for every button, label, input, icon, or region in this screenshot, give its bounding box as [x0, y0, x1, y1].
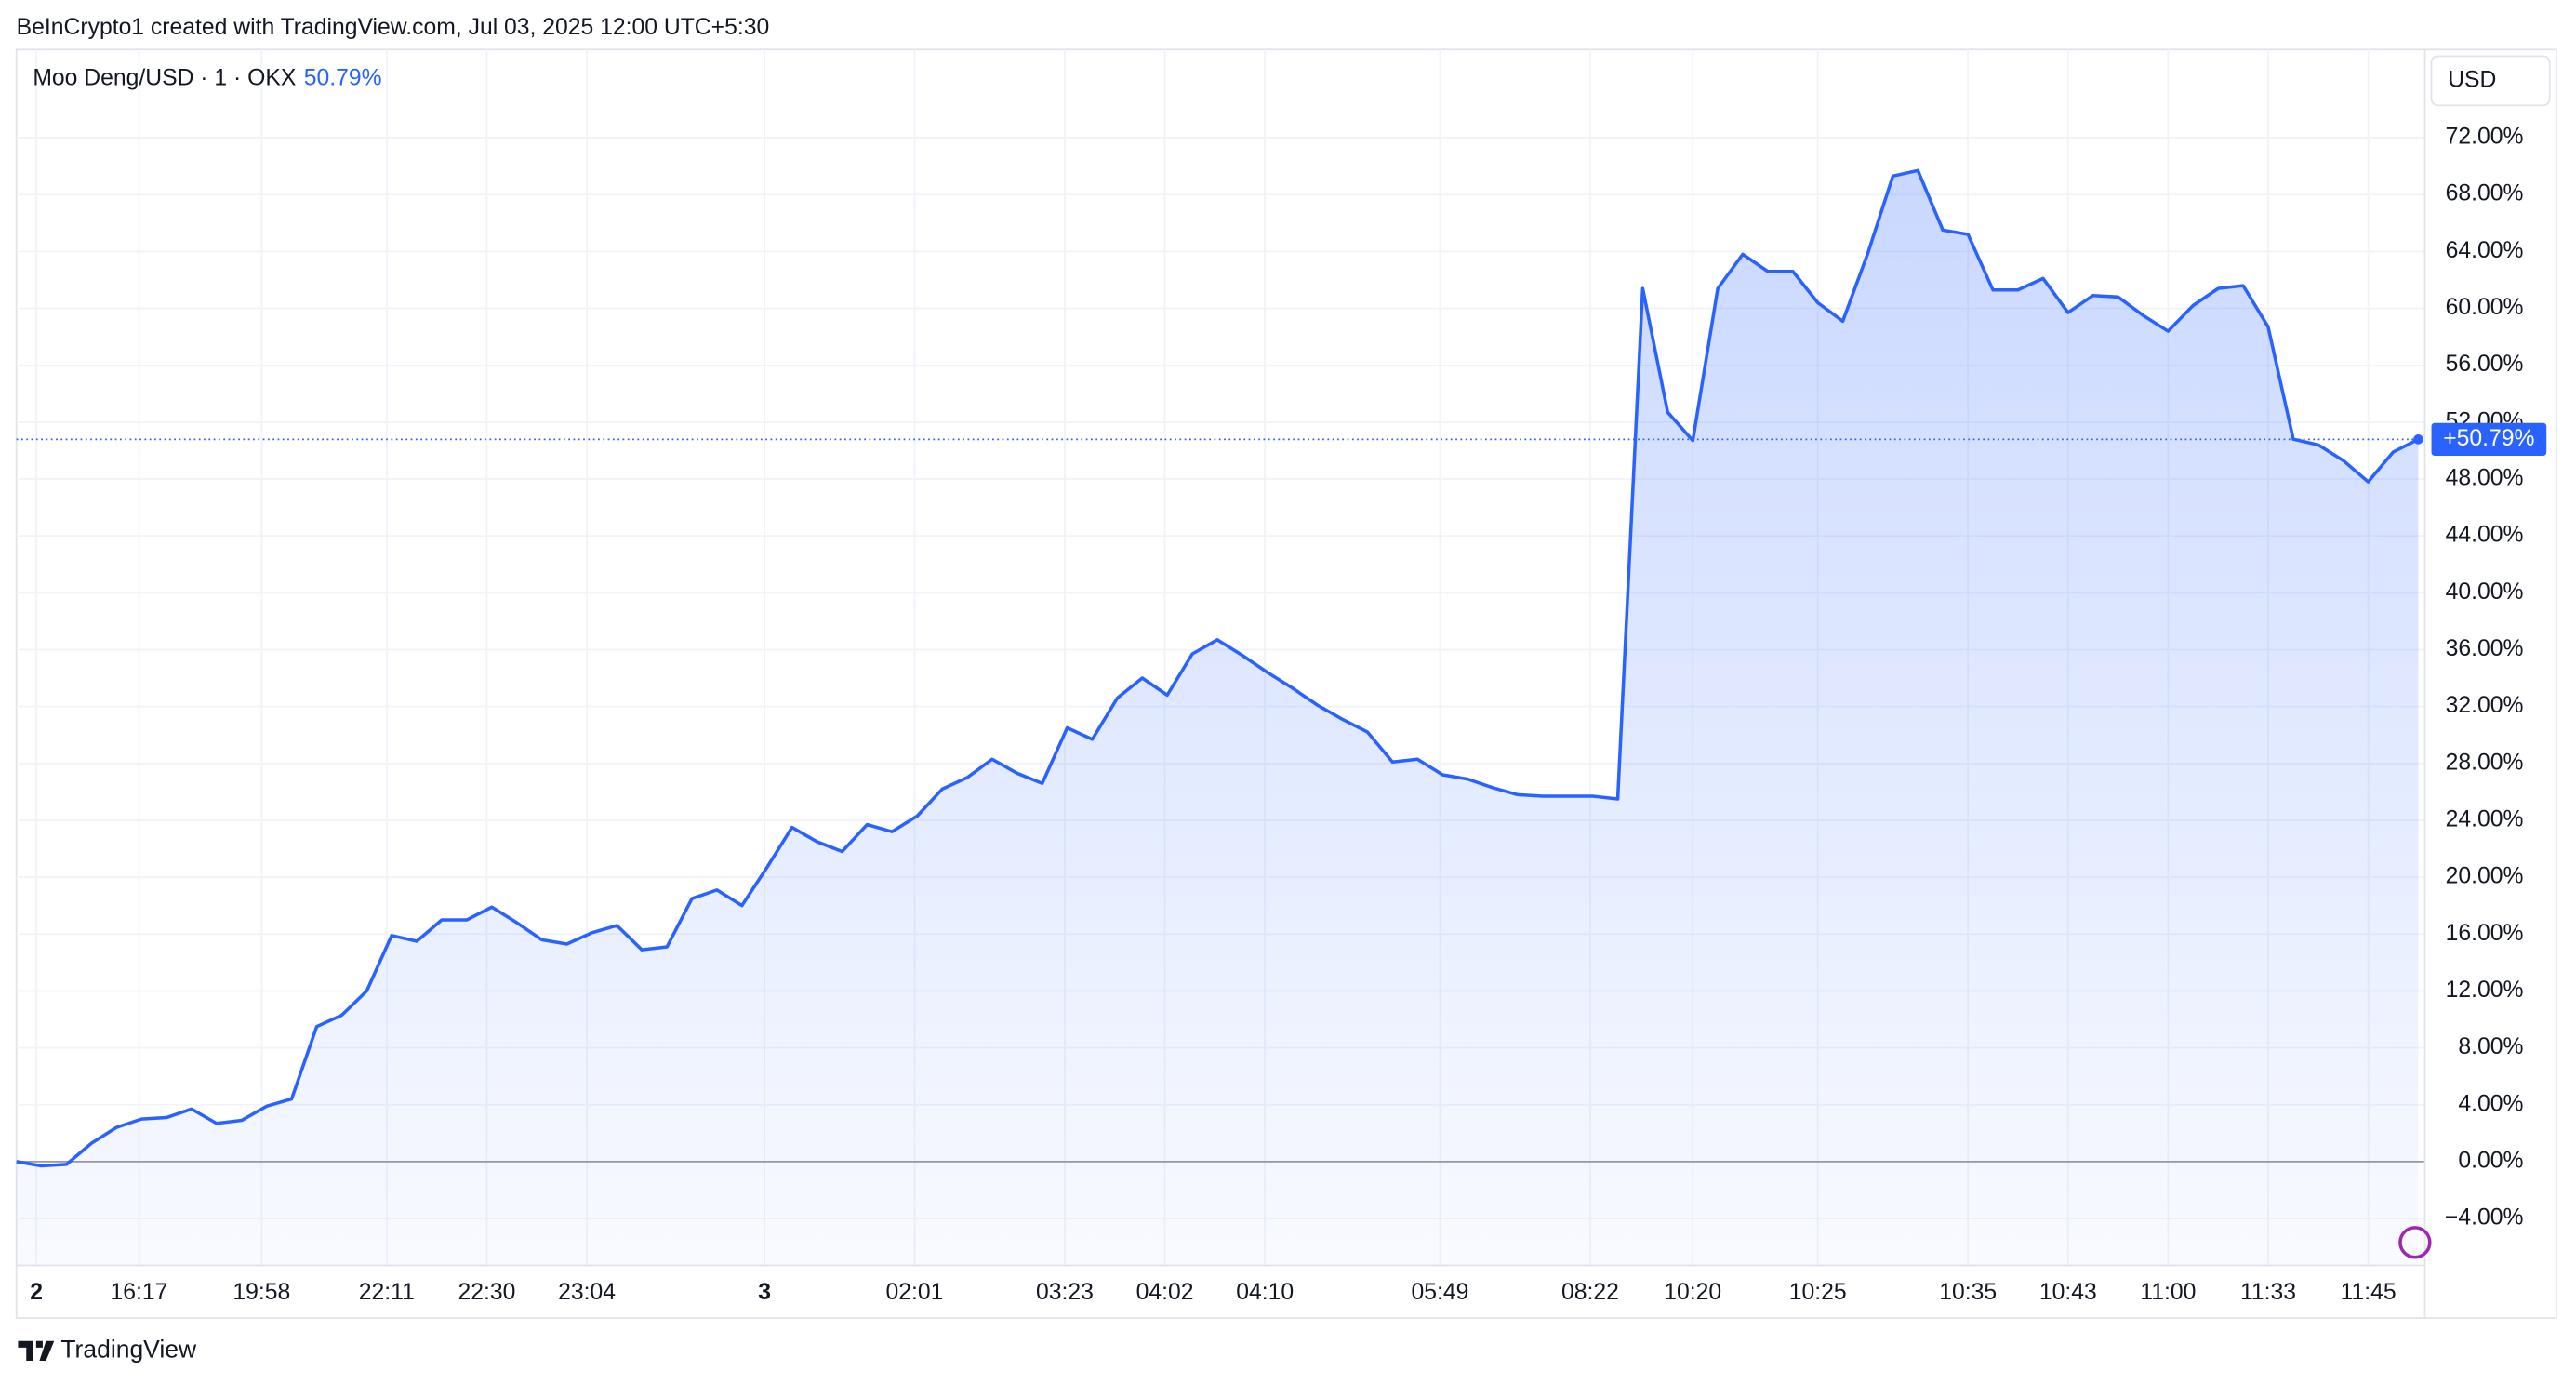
x-tick-label: 02:01: [886, 1280, 944, 1305]
currency-box[interactable]: [2430, 55, 2551, 107]
y-tick-label: 36.00%: [2446, 636, 2524, 661]
price-line: [16, 168, 2420, 1168]
symbol-title: Moo Deng/USD · 1 · OKX: [33, 66, 296, 91]
lightning-icon[interactable]: [2398, 1226, 2432, 1259]
x-tick-label: 2: [30, 1280, 43, 1305]
y-tick-label: 32.00%: [2446, 693, 2524, 718]
y-tick-label: 24.00%: [2446, 807, 2524, 832]
x-tick-label: 03:23: [1036, 1280, 1094, 1305]
header: BeInCrypto1 created with TradingView.com…: [17, 15, 770, 40]
x-tick-label: 19:58: [232, 1280, 290, 1305]
y-tick-label: 8.00%: [2458, 1034, 2523, 1059]
y-tick-label: 16.00%: [2446, 921, 2524, 946]
currency[interactable]: USD: [2448, 67, 2496, 92]
y-tick-label: 44.00%: [2446, 523, 2524, 548]
area-fill: [16, 170, 2419, 1266]
y-tick-label: 64.00%: [2446, 238, 2524, 263]
x-tick-label: 23:04: [558, 1280, 616, 1305]
x-tick-label: 22:30: [458, 1280, 516, 1305]
x-tick-label: 22:11: [359, 1280, 415, 1305]
x-tick-label: 11:00: [2140, 1280, 2196, 1305]
x-tick-label: 3: [758, 1280, 771, 1305]
y-tick-label: 28.00%: [2446, 750, 2524, 775]
logo: [18, 1340, 55, 1361]
legend-value: 50.79%: [304, 66, 382, 91]
x-tick-label: 08:22: [1561, 1280, 1619, 1305]
y-tick-label: 20.00%: [2446, 864, 2524, 889]
y-tick-label: 0.00%: [2458, 1148, 2523, 1173]
y-tick-label: −4.00%: [2445, 1205, 2524, 1231]
x-tick-label: 10:35: [1939, 1280, 1997, 1305]
y-tick-label: 48.00%: [2446, 466, 2524, 491]
y-tick-label: 12.00%: [2446, 978, 2524, 1003]
y-tick-label: 68.00%: [2446, 181, 2524, 206]
x-tick-label: 10:20: [1664, 1280, 1721, 1305]
y-tick-label: 4.00%: [2458, 1091, 2523, 1116]
x-tick-label: 04:02: [1136, 1280, 1194, 1305]
x-tick-label: 10:25: [1789, 1280, 1847, 1305]
footer: TradingView: [60, 1335, 197, 1363]
price-tag: +50.79%: [2443, 426, 2534, 451]
x-tick-label: 11:33: [2240, 1280, 2296, 1305]
x-tick-label: 16:17: [111, 1280, 168, 1305]
y-tick-label: 56.00%: [2446, 352, 2524, 377]
x-tick-label: 05:49: [1412, 1280, 1469, 1305]
x-tick-label: 04:10: [1236, 1280, 1294, 1305]
y-tick-label: 72.00%: [2446, 125, 2524, 150]
y-tick-label: 40.00%: [2446, 579, 2524, 605]
last-point: [2413, 434, 2423, 445]
x-tick-label: 10:43: [2039, 1280, 2097, 1305]
price-tag-bg: [2431, 422, 2547, 457]
x-tick-label: 11:45: [2341, 1280, 2397, 1305]
y-tick-label: 60.00%: [2446, 295, 2524, 320]
